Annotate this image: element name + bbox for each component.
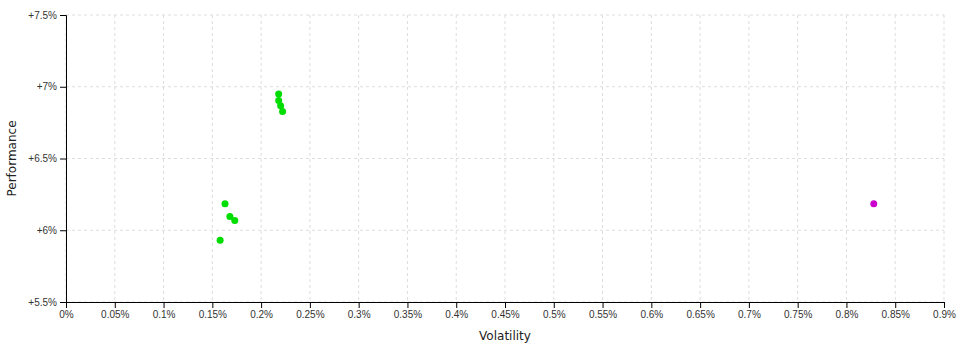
- tick-mark: [359, 302, 360, 308]
- axis-line: [60, 16, 67, 303]
- tick-label: 0.15%: [199, 309, 227, 320]
- point: [231, 217, 238, 224]
- series: [870, 200, 877, 207]
- point: [217, 237, 224, 244]
- tick: 0.85%: [882, 302, 910, 320]
- tick: 0.6%: [640, 302, 663, 320]
- tick-mark: [60, 15, 66, 16]
- tick: +7.5%: [28, 10, 66, 21]
- y-axis-title: Performance: [5, 120, 19, 196]
- tick-label: 0.6%: [640, 309, 663, 320]
- tick-label: 0.45%: [491, 309, 519, 320]
- grid-line-x: [407, 15, 408, 302]
- tick-label: +7%: [37, 81, 57, 92]
- axis-line: [67, 303, 945, 309]
- tick-label: +5.5%: [28, 297, 57, 308]
- tick-mark: [700, 302, 701, 308]
- grid-line-y: [66, 230, 944, 231]
- tick-label: 0.5%: [543, 309, 566, 320]
- tick-label: 0.7%: [738, 309, 761, 320]
- tick-mark: [60, 87, 66, 88]
- tick-mark: [261, 302, 262, 308]
- tick-mark: [798, 302, 799, 308]
- tick-mark: [846, 302, 847, 308]
- point: [275, 90, 282, 97]
- tick-mark: [60, 230, 66, 231]
- tick: +7%: [37, 81, 66, 92]
- tick: 0.3%: [348, 302, 371, 320]
- x-axis: 0% 0.05% 0.1% 0.15% 0.2% 0.25% 0.3% 0.35% 0.4% 0.…: [59, 302, 956, 320]
- grid-line-x: [309, 15, 310, 302]
- tick: 0.9%: [933, 302, 956, 320]
- tick-label: 0.35%: [394, 309, 422, 320]
- tick-mark: [749, 302, 750, 308]
- tick: 0.75%: [784, 302, 812, 320]
- grid-line-y: [66, 158, 944, 159]
- tick-label: 0.25%: [296, 309, 324, 320]
- tick: 0.05%: [101, 302, 129, 320]
- tick: 0.45%: [491, 302, 519, 320]
- tick-label: 0.2%: [250, 309, 273, 320]
- tick: 0.2%: [250, 302, 273, 320]
- point: [870, 200, 877, 207]
- point: [222, 200, 229, 207]
- plot: 0% 0.05% 0.1% 0.15% 0.2% 0.25% 0.3% 0.35% 0.4% 0.…: [28, 10, 956, 320]
- tick-mark: [554, 302, 555, 308]
- tick-label: 0.75%: [784, 309, 812, 320]
- tick: +6.5%: [28, 153, 66, 164]
- y-axis: +5.5% +6% +6.5% +7% +7.5%: [28, 10, 66, 308]
- tick-label: 0%: [59, 309, 74, 320]
- tick: 0.35%: [394, 302, 422, 320]
- tick-label: 0.55%: [589, 309, 617, 320]
- tick-mark: [895, 302, 896, 308]
- tick: 0.25%: [296, 302, 324, 320]
- tick-mark: [60, 302, 66, 303]
- tick-mark: [651, 302, 652, 308]
- tick: 0.5%: [543, 302, 566, 320]
- tick-mark: [164, 302, 165, 308]
- tick-mark: [944, 302, 945, 308]
- tick-mark: [60, 159, 66, 160]
- grid-line-y: [66, 15, 944, 16]
- tick-mark: [456, 302, 457, 308]
- tick-label: 0.9%: [933, 309, 956, 320]
- tick: 0.8%: [836, 302, 859, 320]
- tick: 0.4%: [445, 302, 468, 320]
- series: [217, 90, 286, 243]
- tick-mark: [310, 302, 311, 308]
- tick: +5.5%: [28, 297, 66, 308]
- tick: +6%: [37, 225, 66, 236]
- tick: 0.1%: [153, 302, 176, 320]
- tick-mark: [407, 302, 408, 308]
- grid: [66, 15, 944, 302]
- tick: 0%: [59, 302, 74, 320]
- tick-label: 0.65%: [686, 309, 714, 320]
- tick: 0.15%: [199, 302, 227, 320]
- tick-mark: [603, 302, 604, 308]
- x-axis-title: Volatility: [479, 329, 531, 343]
- tick-mark: [115, 302, 116, 308]
- grid-line-y: [66, 86, 944, 87]
- chart: 0% 0.05% 0.1% 0.15% 0.2% 0.25% 0.3% 0.35% 0.4% 0.…: [0, 0, 966, 350]
- tick-label: 0.1%: [153, 309, 176, 320]
- tick-mark: [212, 302, 213, 308]
- tick-label: 0.3%: [348, 309, 371, 320]
- tick: 0.55%: [589, 302, 617, 320]
- tick-label: 0.05%: [101, 309, 129, 320]
- tick-label: 0.4%: [445, 309, 468, 320]
- tick-label: +6%: [37, 225, 57, 236]
- grid-line-x: [748, 15, 749, 302]
- marks: [217, 90, 878, 243]
- tick-label: +7.5%: [28, 10, 57, 21]
- grid-line-x: [358, 15, 359, 302]
- tick: 0.7%: [738, 302, 761, 320]
- tick: 0.65%: [686, 302, 714, 320]
- tick-label: 0.8%: [836, 309, 859, 320]
- tick-label: 0.85%: [882, 309, 910, 320]
- grid-line-x: [700, 15, 701, 302]
- tick-label: +6.5%: [28, 153, 57, 164]
- point: [279, 108, 286, 115]
- tick-mark: [505, 302, 506, 308]
